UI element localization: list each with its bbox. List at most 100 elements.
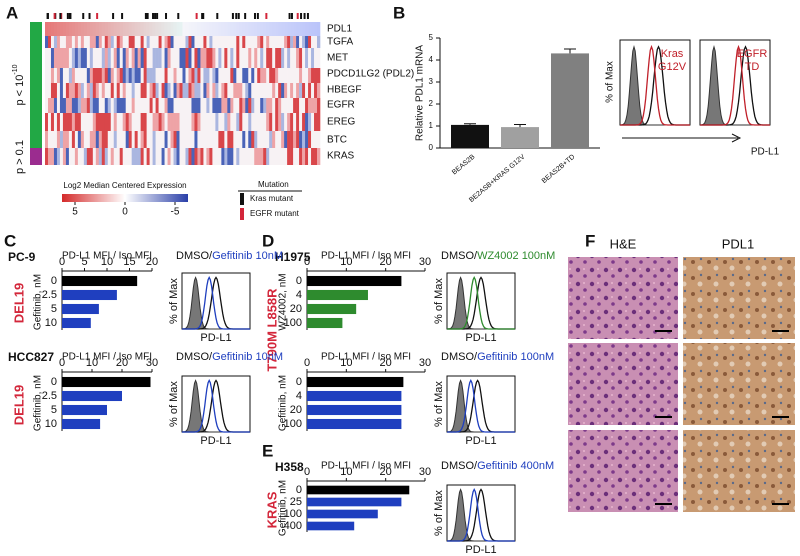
heatmap-cell — [140, 22, 144, 36]
x-tick-label: 5 — [81, 256, 87, 268]
heatmap-cell — [215, 131, 219, 148]
heatmap-cell — [89, 22, 94, 36]
heatmap-cell — [227, 22, 231, 36]
y-tick-label: 4 — [429, 55, 434, 64]
heatmap-cell — [188, 113, 192, 131]
bar — [307, 275, 402, 287]
heatmap-cell — [257, 148, 261, 165]
heatmap-cell — [254, 131, 258, 148]
group-bar — [30, 22, 42, 148]
heatmap-cell — [137, 68, 141, 83]
heatmap-cell — [314, 36, 318, 48]
axis-title: PD-L1 MFI / Iso MFI — [321, 251, 411, 262]
y-tick-label: 25 — [290, 496, 302, 508]
mutation-tick — [96, 13, 99, 19]
mutation-tick — [201, 13, 204, 19]
heatmap-cell — [272, 113, 276, 131]
bar — [307, 390, 402, 402]
heatmap-cell — [62, 36, 67, 48]
heatmap-cell — [314, 131, 318, 148]
heatmap-cell — [170, 113, 174, 131]
error-bar — [464, 123, 476, 125]
heatmap-cell — [71, 83, 76, 98]
heatmap-cell — [317, 48, 321, 68]
heatmap-cell — [45, 68, 49, 83]
heatmap-cell — [278, 68, 282, 83]
y-tick-label: 5 — [51, 303, 57, 315]
heatmap-cell — [290, 98, 294, 113]
heatmap-cell — [179, 148, 183, 165]
error-bar — [564, 48, 576, 54]
heatmap-cell — [77, 131, 82, 148]
heatmap-cell — [59, 68, 64, 83]
heatmap-cell — [155, 36, 159, 48]
heatmap-cell — [62, 68, 67, 83]
heatmap-cell — [95, 48, 100, 68]
x-tick-label: 0 — [304, 256, 310, 268]
heatmap-cell — [236, 48, 240, 68]
mutation-tick — [235, 13, 238, 19]
heatmap-cell — [275, 131, 279, 148]
heatmap-cell — [149, 68, 153, 83]
heatmap-cell — [251, 48, 255, 68]
y-tick-label: 2 — [429, 99, 434, 108]
heatmap-cell — [236, 22, 240, 36]
heatmap-cell — [281, 68, 285, 83]
bar — [62, 275, 138, 287]
heatmap-cell — [269, 36, 273, 48]
heatmap-cell — [284, 36, 288, 48]
heatmap-cell — [281, 48, 285, 68]
heatmap-cell — [104, 68, 109, 83]
heatmap-cell — [146, 68, 150, 83]
heatmap-cell — [98, 48, 103, 68]
heatmap-cell — [197, 131, 201, 148]
heatmap-cell — [179, 68, 183, 83]
heatmap-cell — [62, 131, 67, 148]
heatmap-cell — [83, 68, 88, 83]
treated-curve — [182, 276, 250, 330]
heatmap-cell — [56, 98, 61, 113]
heatmap-cell — [149, 148, 153, 165]
heatmap-cell — [107, 131, 112, 148]
heatmap-cell — [179, 48, 183, 68]
heatmap-cell — [194, 131, 198, 148]
heatmap-cell — [107, 48, 112, 68]
heatmap-cell — [212, 83, 216, 98]
ihc-image — [683, 430, 795, 512]
heatmap-cell — [188, 98, 192, 113]
heatmap-cell — [101, 148, 106, 165]
heatmap-cell — [311, 68, 315, 83]
heatmap-cell — [128, 68, 132, 83]
axis-title: PD-L1 MFI / Iso MFI — [62, 352, 152, 363]
heatmap-cell — [74, 22, 79, 36]
heatmap-cell — [191, 68, 195, 83]
heatmap-cell — [140, 148, 144, 165]
heatmap-cell — [290, 36, 294, 48]
heatmap-cell — [161, 22, 165, 36]
heatmap-cell — [53, 68, 58, 83]
bar — [307, 418, 402, 430]
heatmap-cell — [92, 113, 97, 131]
heatmap-cell — [56, 131, 61, 148]
bar — [307, 303, 357, 315]
x-tick-label: 10 — [340, 256, 352, 268]
heatmap-cell — [215, 68, 219, 83]
heatmap-cell — [68, 83, 73, 98]
heatmap-cell — [287, 98, 291, 113]
heatmap-cell — [311, 22, 315, 36]
heatmap-cell — [314, 113, 318, 131]
heatmap-cell — [107, 113, 112, 131]
heatmap-cell — [47, 83, 52, 98]
heatmap-cell — [119, 48, 124, 68]
bar — [62, 289, 117, 301]
heatmap-cell — [45, 36, 49, 48]
heatmap-cell — [47, 148, 52, 165]
heatmap-cell — [140, 68, 144, 83]
heatmap-cell — [101, 68, 106, 83]
treated-curve — [182, 379, 250, 433]
heatmap-cell — [149, 22, 153, 36]
heatmap-cell — [269, 83, 273, 98]
flow-title-prefix: DMSO/ — [441, 460, 478, 472]
heatmap-cell — [74, 48, 79, 68]
heatmap-cell — [245, 83, 249, 98]
